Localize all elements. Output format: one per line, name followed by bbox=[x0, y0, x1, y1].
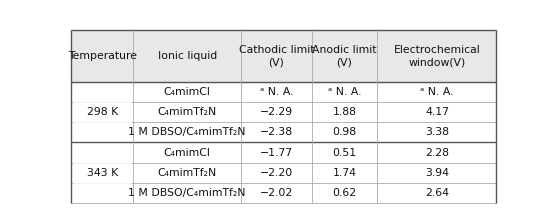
Text: −2.02: −2.02 bbox=[260, 188, 293, 198]
Text: Electrochemical
window(V): Electrochemical window(V) bbox=[393, 45, 480, 67]
Text: 2.28: 2.28 bbox=[425, 148, 449, 158]
Text: ᵃ N. A.: ᵃ N. A. bbox=[420, 87, 454, 97]
Text: C₄mimTf₂N: C₄mimTf₂N bbox=[157, 168, 217, 178]
Text: 0.62: 0.62 bbox=[332, 188, 357, 198]
Text: 298 K: 298 K bbox=[86, 107, 118, 117]
Text: 1.88: 1.88 bbox=[332, 107, 356, 117]
Text: 1.74: 1.74 bbox=[332, 168, 356, 178]
Text: −2.29: −2.29 bbox=[260, 107, 293, 117]
Text: Ionic liquid: Ionic liquid bbox=[157, 51, 217, 61]
Text: ᵃ N. A.: ᵃ N. A. bbox=[328, 87, 361, 97]
Text: C₄mimCl: C₄mimCl bbox=[164, 148, 211, 158]
Text: ᵃ N. A.: ᵃ N. A. bbox=[260, 87, 293, 97]
Text: 0.98: 0.98 bbox=[332, 127, 357, 137]
Text: 1 M DBSO/C₄mimTf₂N: 1 M DBSO/C₄mimTf₂N bbox=[129, 127, 246, 137]
Text: −1.77: −1.77 bbox=[260, 148, 293, 158]
Text: 0.51: 0.51 bbox=[332, 148, 357, 158]
Text: C₄mimTf₂N: C₄mimTf₂N bbox=[157, 107, 217, 117]
Text: 4.17: 4.17 bbox=[425, 107, 449, 117]
Text: −2.38: −2.38 bbox=[260, 127, 293, 137]
Text: 3.94: 3.94 bbox=[425, 168, 449, 178]
Text: 1 M DBSO/C₄mimTf₂N: 1 M DBSO/C₄mimTf₂N bbox=[129, 188, 246, 198]
Text: Cathodic limit
(V): Cathodic limit (V) bbox=[239, 45, 314, 67]
Text: 3.38: 3.38 bbox=[425, 127, 449, 137]
Text: Anodic limit
(V): Anodic limit (V) bbox=[312, 45, 377, 67]
Text: C₄mimCl: C₄mimCl bbox=[164, 87, 211, 97]
Text: 343 K: 343 K bbox=[86, 168, 118, 178]
Text: Temperature: Temperature bbox=[68, 51, 137, 61]
Text: 2.64: 2.64 bbox=[425, 188, 449, 198]
Text: −2.20: −2.20 bbox=[260, 168, 293, 178]
